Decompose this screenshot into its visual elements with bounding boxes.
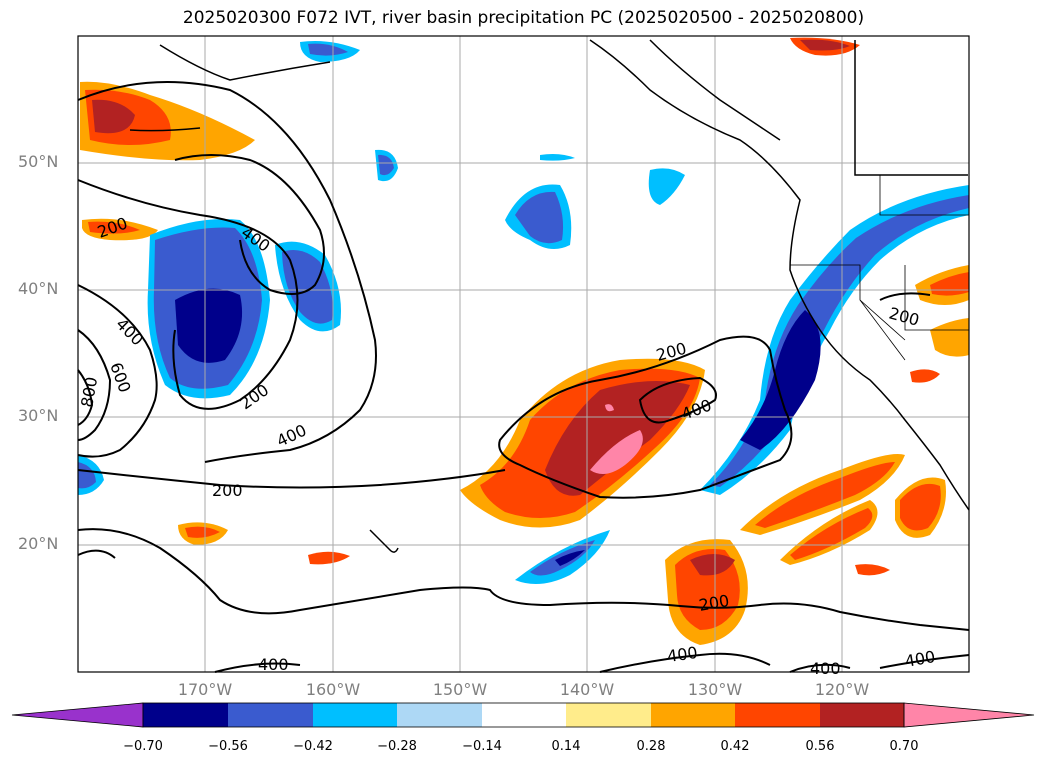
lat-label: 50°N [18,152,59,171]
colorbar-tick: 0.56 [805,739,835,754]
colorbar-tick: −0.70 [123,739,163,754]
lon-label: 160°W [305,680,361,699]
colorbar [11,702,1035,728]
lat-label: 30°N [18,406,59,425]
precip-shading [78,37,969,645]
lat-label: 20°N [18,534,59,553]
political-borders [790,175,969,361]
lon-label: 150°W [432,680,488,699]
colorbar-tick: 0.28 [636,739,666,754]
lon-label: 140°W [559,680,615,699]
lon-label: 130°W [687,680,743,699]
coastlines [129,39,970,553]
ivt-label: 400 [666,643,699,666]
ivt-contours [77,81,970,673]
colorbar-tick: −0.28 [377,739,417,754]
lon-label: 170°W [177,680,233,699]
lon-label: 120°W [814,680,870,699]
ivt-label: 200 [212,481,243,500]
ivt-label: 400 [258,655,289,674]
colorbar-tick: 0.14 [551,739,581,754]
colorbar-tick: −0.14 [462,739,502,754]
colorbar-tick: −0.42 [293,739,333,754]
colorbar-tick: 0.70 [889,739,919,754]
colorbar-tick: −0.56 [208,739,248,754]
graticule [78,36,969,672]
lat-label: 40°N [18,279,59,298]
map-title: 2025020300 F072 IVT, river basin precipi… [182,8,865,28]
ivt-label: 400 [810,659,841,678]
colorbar-tick: 0.42 [720,739,750,754]
